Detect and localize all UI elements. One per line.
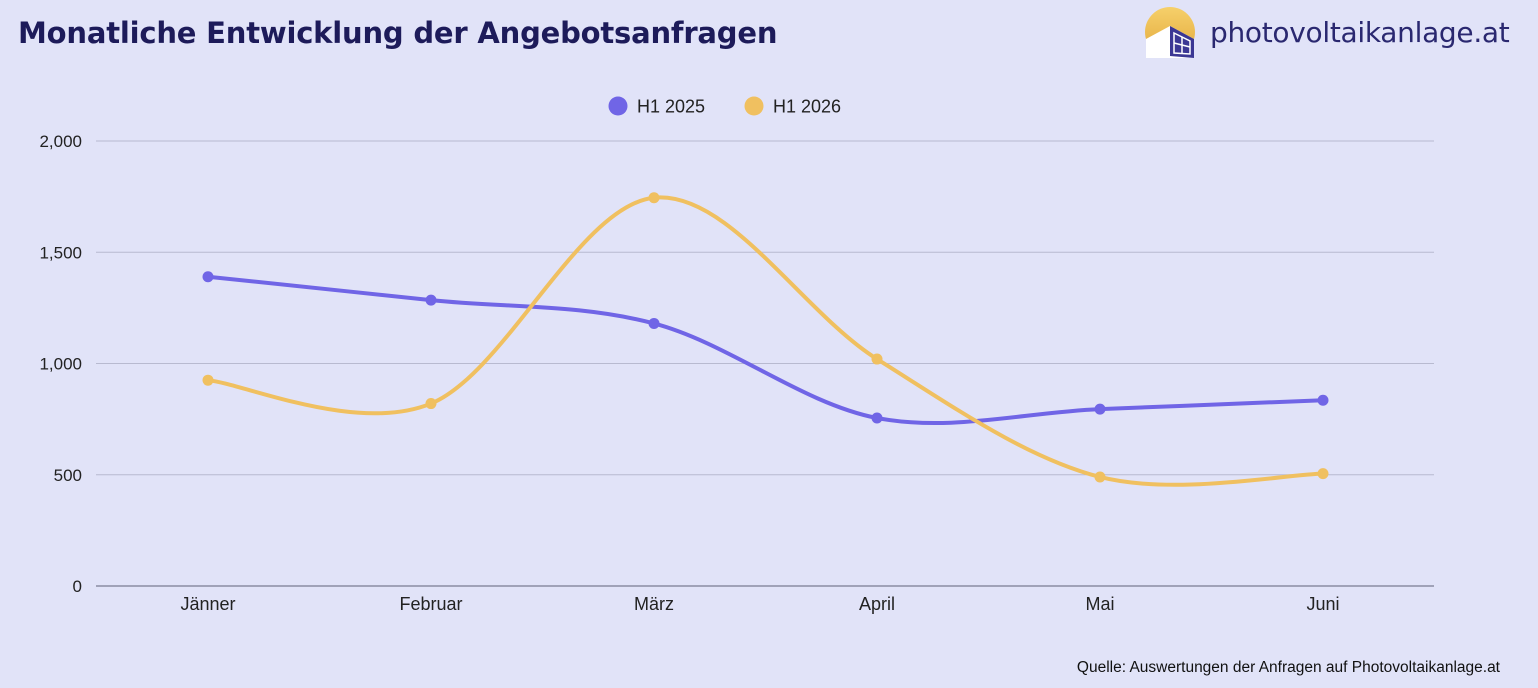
legend-label[interactable]: H1 2026 xyxy=(773,97,841,117)
data-point[interactable] xyxy=(425,294,437,306)
series-line-1 xyxy=(206,274,1325,426)
x-tick-label: Juni xyxy=(1306,594,1339,614)
series-line-2 xyxy=(206,195,1325,487)
y-tick-label: 2,000 xyxy=(39,132,82,151)
data-point[interactable] xyxy=(425,398,437,410)
data-point[interactable] xyxy=(648,192,660,204)
solar-house-logo-icon xyxy=(1145,7,1195,58)
x-tick-label: März xyxy=(634,594,674,614)
x-tick-label: Februar xyxy=(399,594,462,614)
data-point[interactable] xyxy=(1317,468,1329,480)
data-point[interactable] xyxy=(1094,471,1106,483)
x-tick-label: Jänner xyxy=(180,594,235,614)
x-axis-ticks: Jänner Februar März April Mai Juni xyxy=(180,594,1339,614)
data-point[interactable] xyxy=(648,317,660,329)
data-point[interactable] xyxy=(871,353,883,365)
data-point[interactable] xyxy=(202,271,214,283)
y-tick-label: 0 xyxy=(73,577,82,596)
data-point[interactable] xyxy=(1094,403,1106,415)
x-tick-label: April xyxy=(859,594,895,614)
legend-marker xyxy=(608,96,628,116)
brand-logo[interactable]: photovoltaikanlage.at xyxy=(1144,6,1510,58)
legend-label[interactable]: H1 2025 xyxy=(637,97,705,117)
legend-marker xyxy=(744,96,764,116)
y-axis-ticks: 0 500 1,000 1,500 2,000 xyxy=(39,132,82,596)
data-point[interactable] xyxy=(871,412,883,424)
y-tick-label: 1,500 xyxy=(39,243,82,262)
y-tick-label: 500 xyxy=(54,466,82,485)
data-point[interactable] xyxy=(202,374,214,386)
y-tick-label: 1,000 xyxy=(39,355,82,374)
chart-gridlines xyxy=(96,140,1434,587)
chart-title: Monatliche Entwicklung der Angebotsanfra… xyxy=(18,16,778,50)
data-point[interactable] xyxy=(1317,394,1329,406)
chart-legend: H1 2025 H1 2026 xyxy=(608,96,841,117)
chart-series xyxy=(202,192,1329,487)
x-tick-label: Mai xyxy=(1085,594,1114,614)
brand-name: photovoltaikanlage.at xyxy=(1210,15,1510,49)
source-note: Quelle: Auswertungen der Anfragen auf Ph… xyxy=(1076,659,1500,676)
